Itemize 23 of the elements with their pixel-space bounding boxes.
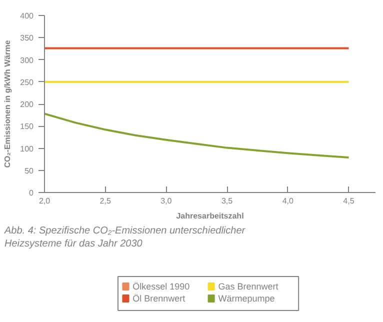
y-tick-label: 100 bbox=[20, 144, 34, 154]
y-tick-label: 50 bbox=[24, 166, 34, 176]
y-axis-title: CO₂-Emissionen in g/kWh Wärme bbox=[3, 40, 12, 168]
y-tick-label: 150 bbox=[20, 122, 34, 132]
x-axis-title: Jahresarbeitszahl bbox=[176, 212, 244, 220]
line-series bbox=[44, 112, 350, 159]
x-tick-label: 2,0 bbox=[38, 196, 51, 206]
x-tick-label: 4,5 bbox=[343, 196, 355, 206]
legend-label: Öl Brennwert bbox=[132, 294, 186, 304]
legend-label: Gas Brennwert bbox=[218, 282, 279, 292]
legend-label: Wärmepumpe bbox=[218, 294, 275, 304]
y-tick-label: 0 bbox=[29, 188, 34, 198]
x-tick-label: 3,5 bbox=[221, 196, 234, 206]
legend-label: Ölkessel 1990 bbox=[132, 282, 190, 292]
y-tick-label: 300 bbox=[20, 56, 34, 65]
y-tick-label: 200 bbox=[20, 100, 34, 109]
x-tick-label: 2,5 bbox=[100, 196, 112, 206]
y-tick-label: 250 bbox=[20, 78, 34, 87]
x-tick-label: 4,0 bbox=[282, 196, 294, 206]
caption: Abb. 4: Spezifische CO₂-Emissionen unterschiedlicher Heizsysteme für das Jahr 2030 bbox=[4, 226, 246, 250]
x-tick-label: 3,0 bbox=[160, 196, 172, 206]
y-tick-label: 400 bbox=[20, 12, 34, 20]
y-tick-label: 350 bbox=[20, 34, 34, 43]
